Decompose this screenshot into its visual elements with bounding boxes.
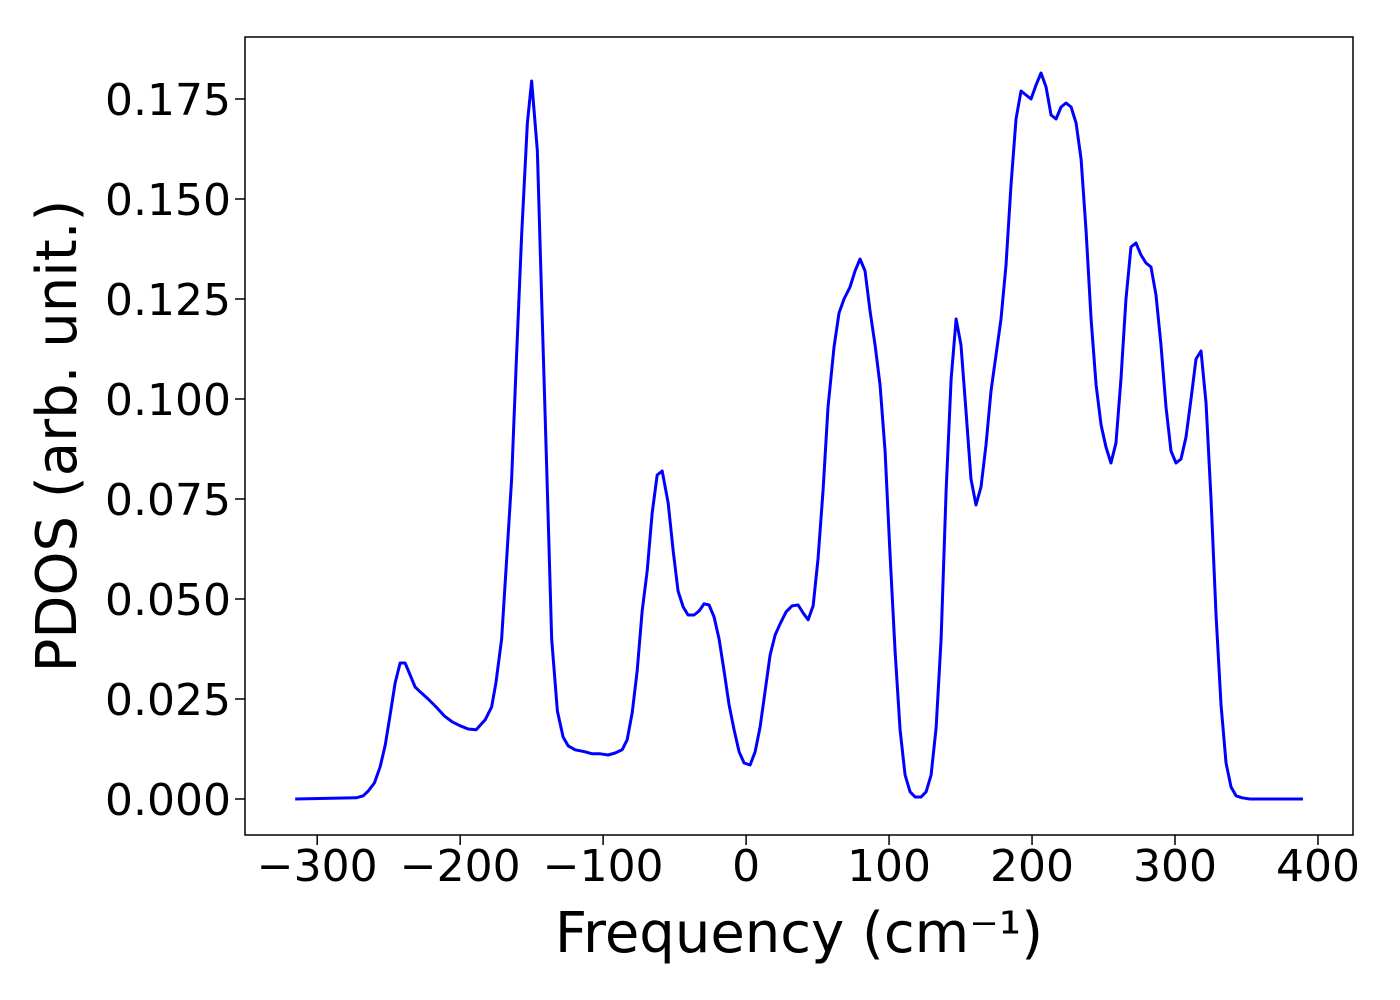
y-tick-label: 0.075 [105,475,231,526]
y-tick-label: 0.125 [105,275,231,326]
x-tick-label: 0 [732,841,760,892]
x-tick-label: −300 [257,841,378,892]
y-tick-label: 0.100 [105,375,231,426]
x-tick-label: 200 [990,841,1074,892]
x-tick-label: −100 [543,841,664,892]
y-tick-label: 0.150 [105,175,231,226]
y-tick-label: 0.050 [105,575,231,626]
plot-frame [244,36,1354,836]
line-series [295,71,1303,801]
y-tick-label: 0.000 [105,775,231,826]
x-axis-label: Frequency (cm⁻¹) [555,901,1043,966]
y-tick-label: 0.025 [105,675,231,726]
x-tick-label: 300 [1133,841,1217,892]
x-tick-label: 400 [1276,841,1360,892]
x-tick-label: 100 [847,841,931,892]
y-axis-label: PDOS (arb. unit.) [25,200,90,673]
y-tick-label: 0.175 [105,75,231,126]
x-tick-label: −200 [400,841,521,892]
